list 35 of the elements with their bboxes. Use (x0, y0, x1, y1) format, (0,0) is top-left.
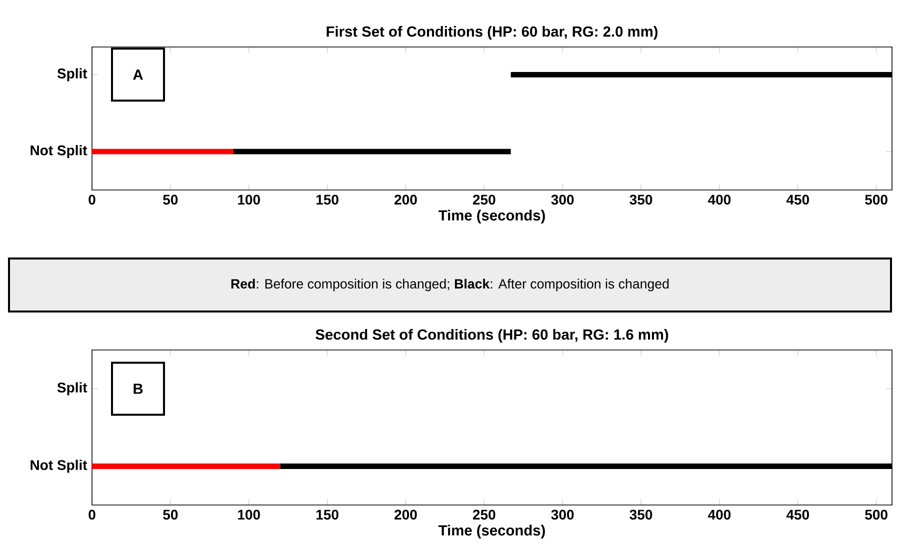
x-tick-label: 50 (163, 510, 178, 520)
y-tick-label: Not Split (30, 460, 88, 473)
x-tick-label: 350 (630, 194, 652, 205)
x-tick-label: 300 (551, 194, 574, 205)
x-tick-label: 200 (394, 510, 417, 520)
x-tick-label: 250 (472, 510, 496, 520)
x-tick-label: 150 (316, 194, 338, 205)
x-axis-title: Time (seconds) (438, 524, 545, 538)
x-axis-title: Time (seconds) (438, 210, 545, 224)
annotation: A (133, 70, 143, 80)
bar (233, 148, 511, 154)
x-tick-label: 350 (630, 510, 652, 520)
x-tick-label: 500 (865, 194, 888, 205)
x-tick-label: 400 (708, 510, 731, 520)
x-tick-label: 250 (472, 194, 496, 205)
x-tick-label: 100 (238, 194, 260, 205)
text: Red: Before composition is changed; Black: After composition is changed (231, 278, 669, 292)
chart-title: First Set of Conditions (HP: 60 bar, RG: 2.0 mm) (326, 26, 658, 40)
y-tick-label: Split (57, 68, 88, 82)
x-tick-label: 100 (238, 510, 260, 520)
x-tick-label: 300 (551, 510, 574, 520)
annotation: B (134, 384, 143, 394)
y-tick-label: Split (57, 382, 88, 396)
x-tick-label: 150 (316, 510, 338, 520)
x-tick-label: 200 (394, 194, 417, 205)
x-tick-label: 50 (163, 194, 178, 205)
bar (92, 148, 234, 154)
x-tick-label: 0 (88, 510, 96, 520)
x-tick-label: 0 (88, 194, 96, 205)
x-tick-label: 500 (865, 510, 888, 520)
x-tick-label: 400 (708, 194, 731, 205)
chart-title: Second Set of Conditions (HP: 60 bar, RG: 1.6 mm) (316, 328, 668, 343)
x-tick-label: 450 (786, 194, 809, 205)
y-tick-label: Not Split (30, 145, 88, 158)
x-tick-label: 450 (786, 510, 809, 520)
